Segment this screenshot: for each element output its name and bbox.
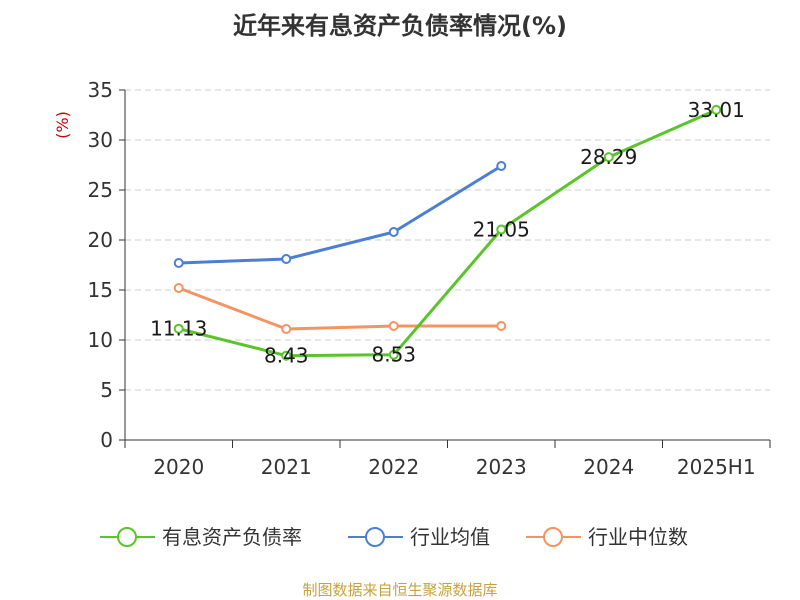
y-tick-label: 35: [88, 78, 113, 102]
y-tick-label: 25: [88, 178, 113, 202]
gridlines: [125, 89, 770, 391]
x-tick-label: 2022: [368, 455, 419, 479]
data-label: 21.05: [473, 218, 530, 242]
axes: 0 5 10 15 20 25 30 35 2020 2021 2022 2023 2024 2025H1: [88, 78, 771, 479]
x-tick-label: 2020: [153, 455, 204, 479]
data-point: [388, 321, 399, 331]
x-tick-label: 2025H1: [677, 455, 756, 479]
y-tick-label: 15: [88, 278, 113, 302]
data-point: [496, 321, 507, 331]
series-line-0: [178, 108, 717, 358]
data-point: [173, 283, 184, 293]
y-axis-label: (%): [53, 111, 72, 139]
data-label: 8.43: [264, 344, 309, 368]
series-layer: 11.13 8.43 8.53 21.05 28.29 33.01: [150, 98, 745, 368]
data-point: [173, 258, 184, 268]
data-point: [281, 350, 292, 361]
legend-label-2: 行业中位数: [588, 525, 688, 549]
chart-title: 近年来有息资产负债率情况(%): [233, 12, 567, 40]
x-tick-label: 2024: [583, 455, 634, 479]
data-point: [388, 227, 399, 237]
x-tick-label: 2023: [476, 455, 527, 479]
source-note: 制图数据来自恒生聚源数据库: [302, 581, 497, 599]
data-label: 11.13: [150, 317, 207, 341]
data-point: [281, 324, 292, 334]
data-point: [496, 224, 507, 235]
legend-label-1: 行业均值: [410, 525, 490, 549]
data-point: [496, 161, 507, 171]
data-point: [711, 104, 722, 115]
legend-marker-2: [543, 527, 563, 547]
legend: 有息资产负债率 行业均值 行业中位数: [100, 525, 688, 549]
legend-marker-1: [365, 527, 385, 547]
data-label: 33.01: [688, 98, 745, 122]
data-label: 8.53: [371, 343, 416, 367]
y-tick-label: 10: [88, 328, 113, 352]
y-tick-label: 0: [100, 428, 113, 452]
legend-label-0: 有息资产负债率: [162, 525, 302, 549]
data-point: [281, 254, 292, 264]
series-line-2: [178, 286, 502, 331]
series-line-1: [178, 164, 503, 265]
legend-marker-0: [117, 527, 137, 547]
y-tick-label: 5: [100, 378, 113, 402]
data-label: 28.29: [580, 145, 637, 169]
y-tick-label: 30: [88, 128, 113, 152]
data-point: [603, 152, 614, 163]
data-point: [173, 323, 184, 334]
x-tick-label: 2021: [261, 455, 312, 479]
y-tick-label: 20: [88, 228, 113, 252]
data-point: [388, 349, 399, 360]
